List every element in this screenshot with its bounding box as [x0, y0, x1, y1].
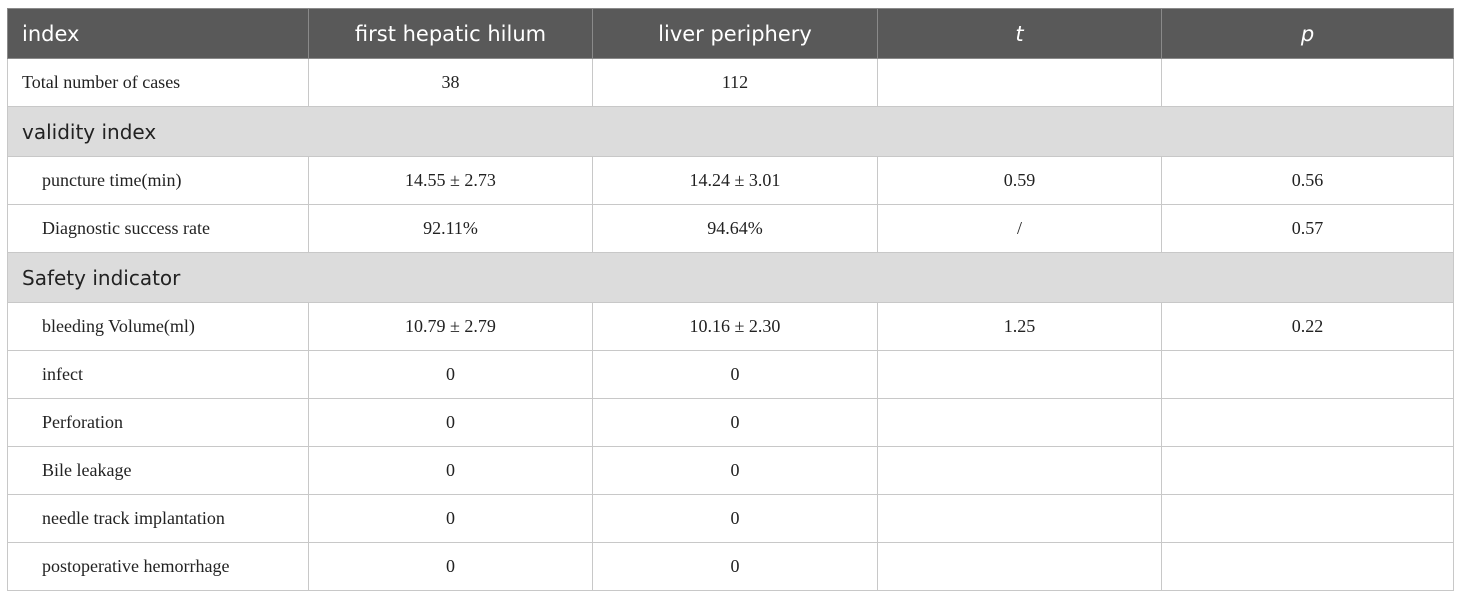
table-cell: 94.64% [592, 204, 878, 253]
empty-cell [877, 350, 1162, 399]
table-cell: 0 [308, 446, 593, 495]
table-row: Diagnostic success rate 92.11% 94.64%/0.57 [7, 204, 1454, 253]
table-cell: 10.79 ± 2.79 [308, 302, 593, 351]
empty-cell [1161, 398, 1454, 447]
table-row: needle track implantation 0 0 [7, 494, 1454, 543]
empty-cell [877, 398, 1162, 447]
table-cell: 0 [592, 494, 878, 543]
section-row: Safety indicator [7, 252, 1454, 303]
column-header: liver periphery [592, 8, 878, 59]
row-label: needle track implantation [7, 494, 309, 543]
table-cell: 0 [308, 542, 593, 591]
table-row: bleeding Volume(ml) 10.79 ± 2.79 10.16 ± 2… [7, 302, 1454, 351]
empty-cell [877, 494, 1162, 543]
section-title: Safety indicator [7, 252, 1454, 303]
table-cell: 0 [592, 446, 878, 495]
table-row: Perforation 0 0 [7, 398, 1454, 447]
empty-cell [877, 446, 1162, 495]
row-label: infect [7, 350, 309, 399]
column-header: t [877, 8, 1162, 59]
data-table: index first hepatic hilum liver periphery t… [7, 8, 1454, 591]
empty-cell [1161, 494, 1454, 543]
table-cell: 0.59 [877, 156, 1162, 205]
row-label: postoperative hemorrhage [7, 542, 309, 591]
row-label: Total number of cases [7, 58, 309, 107]
table-row: Bile leakage 0 0 [7, 446, 1454, 495]
empty-cell [877, 58, 1162, 107]
table-cell: 0 [592, 398, 878, 447]
empty-cell [1161, 58, 1454, 107]
table-cell: 0.56 [1161, 156, 1454, 205]
table-cell: / [877, 204, 1162, 253]
table-cell: 0 [592, 350, 878, 399]
table-row: Total number of cases 38 112 [7, 58, 1454, 107]
table-cell: 14.24 ± 3.01 [592, 156, 878, 205]
section-title: validity index [7, 106, 1454, 157]
column-header: index [7, 8, 309, 59]
table-cell: 0.57 [1161, 204, 1454, 253]
section-row: validity index [7, 106, 1454, 157]
header-row: index first hepatic hilum liver periphery t… [7, 8, 1454, 59]
table-cell: 14.55 ± 2.73 [308, 156, 593, 205]
table-body: Total number of cases 38 112 validity index… [7, 58, 1454, 591]
row-label: puncture time(min) [7, 156, 309, 205]
empty-cell [877, 542, 1162, 591]
table-cell: 92.11% [308, 204, 593, 253]
empty-cell [1161, 446, 1454, 495]
row-label: Diagnostic success rate [7, 204, 309, 253]
table-cell: 0 [308, 494, 593, 543]
column-header: p [1161, 8, 1454, 59]
row-label: Perforation [7, 398, 309, 447]
table-row: postoperative hemorrhage 0 0 [7, 542, 1454, 591]
row-label: bleeding Volume(ml) [7, 302, 309, 351]
table-cell: 38 [308, 58, 593, 107]
column-header: first hepatic hilum [308, 8, 593, 59]
table-row: infect 0 0 [7, 350, 1454, 399]
table-row: puncture time(min) 14.55 ± 2.73 14.24 ± 3.… [7, 156, 1454, 205]
empty-cell [1161, 542, 1454, 591]
row-label: Bile leakage [7, 446, 309, 495]
table-cell: 10.16 ± 2.30 [592, 302, 878, 351]
table-cell: 0 [308, 350, 593, 399]
table-cell: 0 [308, 398, 593, 447]
table-cell: 112 [592, 58, 878, 107]
table-cell: 1.25 [877, 302, 1162, 351]
table-cell: 0 [592, 542, 878, 591]
empty-cell [1161, 350, 1454, 399]
table-cell: 0.22 [1161, 302, 1454, 351]
